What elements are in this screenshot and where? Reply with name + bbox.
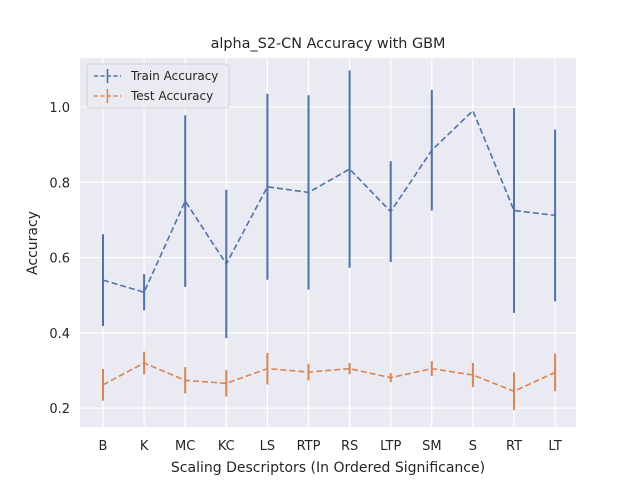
y-tick-label: 0.8 [49,176,70,191]
series-line [102,362,556,393]
y-axis-label: Accuracy [25,211,41,275]
chart-title: alpha_S2-CN Accuracy with GBM [211,36,446,52]
y-tick-label: 1.0 [49,101,70,116]
x-tick-label: RS [341,439,358,454]
x-tick-label: LTP [380,439,401,454]
y-tick-label: 0.2 [49,402,70,417]
y-tick-label: 0.6 [49,252,70,267]
legend: Train Accuracy Test Accuracy [86,63,230,109]
legend-item: Train Accuracy [94,69,218,83]
series-layer [102,70,557,411]
legend-label: Train Accuracy [130,69,218,83]
x-tick-label: RT [506,439,522,454]
x-tick-label: KC [218,439,235,454]
x-tick-label: LS [260,439,276,454]
plot-background [80,58,576,427]
x-tick-label: LT [548,439,561,454]
series-line [102,109,556,294]
y-tick-label: 0.4 [49,327,70,342]
tick-labels: 0.2 0.4 0.6 0.8 1.0 B K MC KC LS RTP RS LTP SM S RT LT [49,101,562,454]
legend-item: Test Accuracy [94,89,213,103]
series-1 [102,351,557,411]
x-tick-label: S [469,439,477,454]
legend-box [86,63,230,109]
x-tick-label: K [140,439,149,454]
series-0 [102,70,557,339]
x-tick-label: SM [422,439,441,454]
x-axis-label: Scaling Descriptors (In Ordered Signific… [171,460,485,476]
x-tick-label: B [99,439,108,454]
legend-label: Test Accuracy [130,89,213,103]
x-tick-label: RTP [297,439,321,454]
x-tick-label: MC [175,439,195,454]
